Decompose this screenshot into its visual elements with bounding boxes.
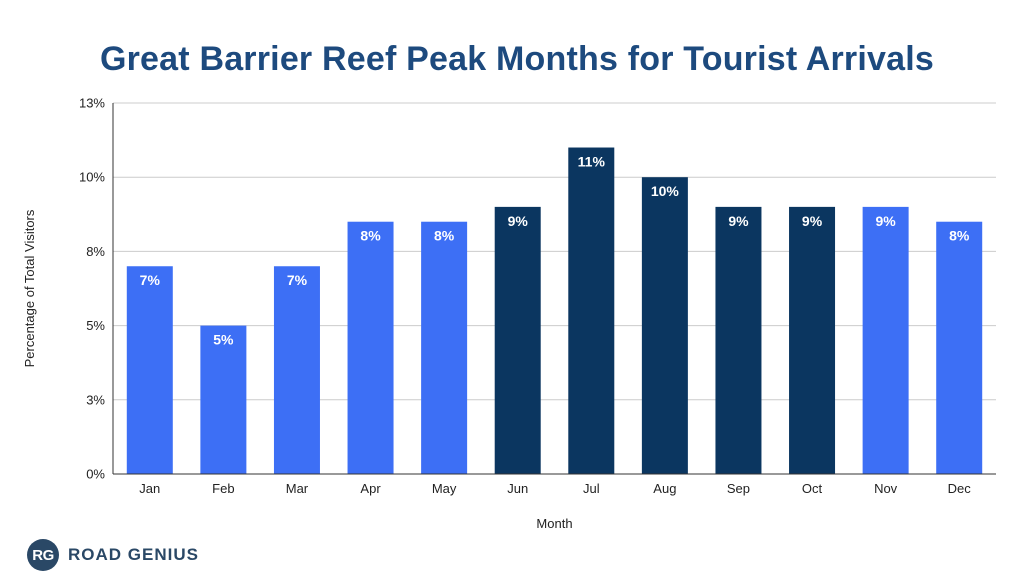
brand-badge-icon: RG — [27, 539, 59, 571]
y-axis-ticks: 0% 3% 5% 8% 10% 13% — [79, 96, 105, 482]
x-tick-label: Jul — [583, 481, 600, 496]
x-axis-ticks: Jan Feb Mar Apr May Jun Jul Aug Sep Oct Nov Dec — [139, 481, 971, 496]
bars — [126, 147, 983, 474]
bar-jun — [494, 206, 541, 474]
brand-name: ROAD GENIUS — [68, 545, 199, 564]
bar-label-nov: 9% — [876, 213, 897, 229]
x-tick-label: Sep — [727, 481, 750, 496]
bar-label-dec: 8% — [949, 228, 970, 244]
y-tick-label: 3% — [86, 392, 105, 407]
y-tick-label: 8% — [86, 244, 105, 259]
bar-labels: 7% 5% 7% 8% 8% 9% 11% 10% 9% 9% 9% 8% — [140, 154, 970, 348]
bar-label-aug: 10% — [651, 183, 680, 199]
bar-label-may: 8% — [434, 228, 455, 244]
y-axis-title: Percentage of Total Visitors — [22, 209, 37, 367]
bar-label-oct: 9% — [802, 213, 823, 229]
x-tick-label: Jun — [507, 481, 528, 496]
bar-label-jan: 7% — [140, 272, 161, 288]
brand-logo: RG ROAD GENIUS — [27, 538, 199, 572]
bar-sep — [715, 206, 762, 474]
x-tick-label: Aug — [653, 481, 676, 496]
y-tick-label: 5% — [86, 318, 105, 333]
bar-feb — [200, 325, 247, 474]
bar-jan — [126, 266, 173, 474]
x-tick-label: Jan — [139, 481, 160, 496]
bar-jul — [568, 147, 615, 474]
bar-aug — [641, 177, 688, 474]
y-tick-label: 13% — [79, 96, 105, 111]
x-tick-label: Dec — [948, 481, 972, 496]
bar-mar — [273, 266, 320, 474]
x-tick-label: Feb — [212, 481, 234, 496]
bar-label-feb: 5% — [213, 332, 234, 348]
bar-label-jul: 11% — [578, 154, 606, 170]
y-tick-label: 10% — [79, 170, 105, 185]
bar-may — [421, 221, 468, 474]
bar-nov — [862, 206, 909, 474]
y-tick-label: 0% — [86, 467, 105, 482]
bar-label-apr: 8% — [360, 228, 381, 244]
x-tick-label: Oct — [802, 481, 823, 496]
chart-title: Great Barrier Reef Peak Months for Touri… — [99, 40, 934, 78]
x-tick-label: Apr — [360, 481, 381, 496]
bar-dec — [936, 221, 983, 474]
bar-apr — [347, 221, 394, 474]
x-tick-label: Mar — [286, 481, 309, 496]
bar-label-jun: 9% — [508, 213, 529, 229]
x-tick-label: Nov — [874, 481, 898, 496]
x-tick-label: May — [432, 481, 457, 496]
bar-label-sep: 9% — [728, 213, 749, 229]
gridlines — [113, 102, 996, 401]
x-axis-title: Month — [536, 516, 572, 531]
bar-oct — [789, 206, 836, 474]
bar-label-mar: 7% — [287, 272, 308, 288]
